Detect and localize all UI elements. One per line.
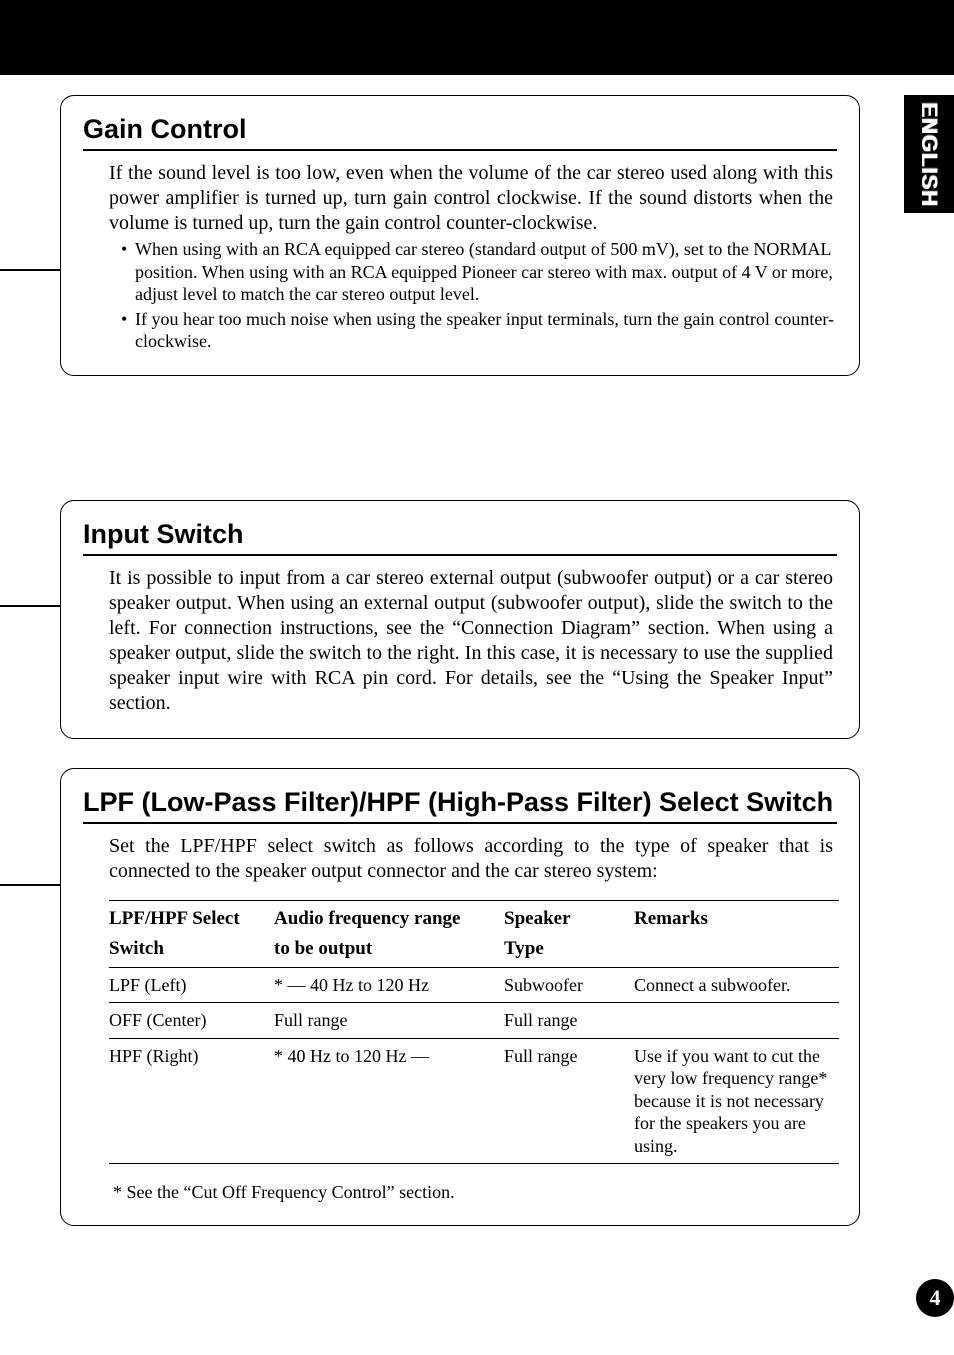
page-number-text: 4: [930, 1285, 941, 1311]
table-header-row: LPF/HPF Select Audio frequency range Spe…: [109, 901, 839, 937]
table-row: HPF (Right) * 40 Hz to 120 Hz — Full ran…: [109, 1038, 839, 1164]
table-row: LPF (Left) * — 40 Hz to 120 Hz Subwoofer…: [109, 967, 839, 1003]
input-body: It is possible to input from a car stere…: [83, 566, 837, 716]
th-remarks-1: Remarks: [634, 901, 839, 937]
bullet-item: • If you hear too much noise when using …: [121, 308, 837, 353]
section-tick: [0, 605, 60, 607]
input-title-wrap: Input Switch: [83, 519, 837, 556]
cell-switch: LPF (Left): [109, 967, 274, 1003]
th-switch-1: LPF/HPF Select: [109, 901, 274, 937]
cell-switch: HPF (Right): [109, 1038, 274, 1164]
page-number: 4: [916, 1279, 954, 1317]
table-header-row2: Switch to be output Type: [109, 937, 839, 967]
cell-remarks: [634, 1003, 839, 1039]
filter-box: LPF (Low-Pass Filter)/HPF (High-Pass Fil…: [60, 768, 860, 1226]
bullet-text: If you hear too much noise when using th…: [135, 308, 837, 353]
gain-title-wrap: Gain Control: [83, 114, 837, 151]
section-tick: [0, 884, 60, 886]
bullet-icon: •: [121, 308, 135, 353]
th-speaker-1: Speaker: [504, 901, 634, 937]
cell-range: * — 40 Hz to 120 Hz: [274, 967, 504, 1003]
bullet-text: When using with an RCA equipped car ster…: [135, 238, 837, 306]
th-remarks-2: [634, 937, 839, 967]
cell-switch: OFF (Center): [109, 1003, 274, 1039]
cell-remarks: Use if you want to cut the very low freq…: [634, 1038, 839, 1164]
th-range-2: to be output: [274, 937, 504, 967]
input-switch-section: Input Switch It is possible to input fro…: [60, 500, 860, 739]
cell-speaker: Subwoofer: [504, 967, 634, 1003]
th-speaker-2: Type: [504, 937, 634, 967]
cell-speaker: Full range: [504, 1038, 634, 1164]
th-switch-2: Switch: [109, 937, 274, 967]
filter-body: Set the LPF/HPF select switch as follows…: [83, 834, 837, 884]
table-bottom-rule: [109, 1164, 839, 1165]
cell-speaker: Full range: [504, 1003, 634, 1039]
section-tick: [0, 269, 60, 271]
page: ENGLISH Gain Control If the sound level …: [0, 0, 954, 1355]
input-switch-box: Input Switch It is possible to input fro…: [60, 500, 860, 739]
filter-title: LPF (Low-Pass Filter)/HPF (High-Pass Fil…: [83, 787, 833, 817]
filter-title-wrap: LPF (Low-Pass Filter)/HPF (High-Pass Fil…: [83, 787, 837, 824]
table-row: OFF (Center) Full range Full range: [109, 1003, 839, 1039]
filter-section: LPF (Low-Pass Filter)/HPF (High-Pass Fil…: [60, 768, 860, 1226]
filter-footnote: * See the “Cut Off Frequency Control” se…: [83, 1182, 837, 1203]
gain-bullets: • When using with an RCA equipped car st…: [83, 238, 837, 353]
bullet-item: • When using with an RCA equipped car st…: [121, 238, 837, 306]
th-range-1: Audio frequency range: [274, 901, 504, 937]
bullet-icon: •: [121, 238, 135, 306]
filter-table: LPF/HPF Select Audio frequency range Spe…: [109, 900, 839, 1164]
input-title: Input Switch: [83, 519, 243, 549]
gain-body: If the sound level is too low, even when…: [83, 161, 837, 236]
language-tab-label: ENGLISH: [916, 102, 942, 207]
top-bar: [0, 0, 954, 75]
gain-title: Gain Control: [83, 114, 247, 144]
gain-control-section: Gain Control If the sound level is too l…: [60, 95, 860, 376]
cell-range: * 40 Hz to 120 Hz —: [274, 1038, 504, 1164]
language-tab: ENGLISH: [904, 95, 954, 213]
cell-range: Full range: [274, 1003, 504, 1039]
cell-remarks: Connect a subwoofer.: [634, 967, 839, 1003]
gain-control-box: Gain Control If the sound level is too l…: [60, 95, 860, 376]
